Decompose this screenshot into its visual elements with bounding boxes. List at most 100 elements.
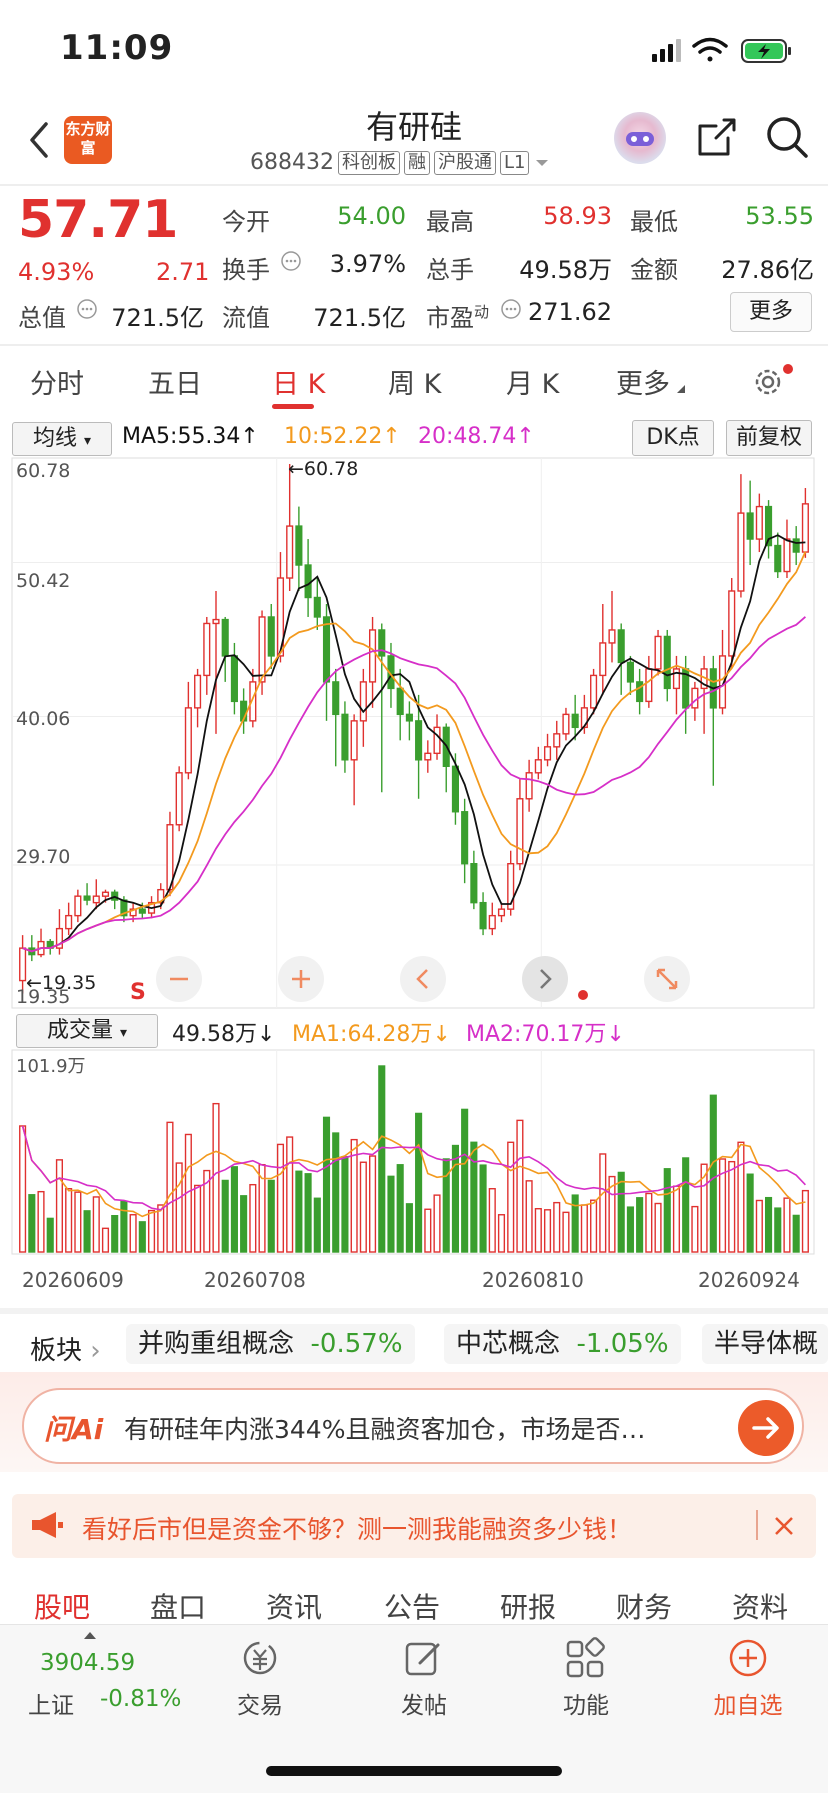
tab-weekly-k[interactable]: 周 K — [388, 369, 442, 400]
tab-guba[interactable]: 股吧 — [34, 1591, 91, 1624]
tab-research[interactable]: 研报 — [500, 1591, 557, 1624]
tab-news[interactable]: 资讯 — [266, 1591, 323, 1624]
indicator-select[interactable]: 均线 ▾ — [12, 422, 112, 456]
ai-question-box[interactable] — [22, 1388, 804, 1464]
tab-finance[interactable]: 财务 — [616, 1591, 673, 1624]
ma20-line — [22, 616, 806, 953]
info-icon[interactable] — [76, 298, 98, 320]
adjust-button[interactable]: 前复权 — [726, 420, 812, 456]
candle-body — [461, 811, 469, 865]
candle-body — [276, 577, 285, 657]
volume-bar — [516, 1119, 524, 1253]
volume-bar — [636, 1197, 644, 1253]
volume-bar — [617, 1171, 625, 1253]
trade-icon[interactable] — [236, 1636, 284, 1680]
dk-point-button[interactable]: DK点 — [632, 420, 714, 456]
assistant-avatar[interactable] — [614, 112, 666, 164]
board-chip[interactable]: 中芯概念 -1.05% — [444, 1324, 681, 1364]
volume-bar — [332, 1132, 340, 1253]
y-label: 19.35 — [16, 986, 71, 1008]
volume-bar — [396, 1164, 404, 1253]
zoom-out-button[interactable] — [156, 956, 202, 1002]
more-quote-button[interactable]: 更多 — [730, 292, 812, 332]
volume-bar — [313, 1197, 321, 1253]
index-name[interactable]: 上证 — [28, 1693, 74, 1719]
volume-bar — [525, 1180, 533, 1253]
gear-icon[interactable] — [750, 362, 796, 402]
close-icon[interactable] — [770, 1512, 798, 1540]
candle-body — [203, 622, 211, 677]
tab-announcements[interactable]: 公告 — [384, 1591, 441, 1624]
tab-profile[interactable]: 资料 — [732, 1591, 789, 1624]
board-label[interactable]: 板块 › — [30, 1336, 101, 1366]
megaphone-icon — [32, 1512, 63, 1538]
candle-body — [341, 713, 349, 761]
volume-bar — [65, 1188, 73, 1253]
nav-functions[interactable]: 功能 — [563, 1693, 609, 1719]
nav-post[interactable]: 发帖 — [401, 1693, 447, 1719]
volume-bar — [92, 1196, 100, 1253]
dk-point-label: DK点 — [646, 425, 700, 450]
candle-body — [553, 733, 561, 748]
index-pct[interactable]: -0.81% — [100, 1686, 182, 1712]
tab-pankou[interactable]: 盘口 — [150, 1591, 207, 1624]
app-logo: 东方财富 — [64, 116, 112, 164]
low-value: 53.55 — [745, 202, 814, 230]
share-icon[interactable] — [694, 116, 738, 160]
zoom-in-button[interactable] — [278, 956, 324, 1002]
volume-bar — [479, 1164, 487, 1253]
info-icon[interactable] — [500, 298, 522, 320]
indicator-select-label: 均线 — [32, 426, 77, 451]
date-label: 20260924 — [698, 1268, 800, 1292]
nav-add-watchlist[interactable]: 加自选 — [713, 1693, 783, 1719]
volume-bar — [424, 1208, 432, 1253]
tab-five-day[interactable]: 五日 — [148, 369, 202, 400]
candle-body — [608, 629, 616, 644]
volume-bar — [46, 1217, 54, 1253]
volume-bar — [553, 1201, 561, 1253]
kline-chart[interactable] — [0, 418, 828, 1318]
candle-body — [55, 927, 63, 949]
add-watchlist-icon[interactable] — [724, 1636, 772, 1680]
volume-bar — [507, 1141, 515, 1253]
stock-code-row[interactable]: 688432 科创板 融 沪股通 L1 — [250, 150, 551, 175]
info-icon[interactable] — [280, 250, 302, 272]
volume-indicator-select[interactable]: 成交量 ▾ — [16, 1014, 158, 1048]
minus-icon — [170, 977, 188, 981]
nav-trade[interactable]: 交易 — [237, 1693, 283, 1719]
candle-body — [175, 772, 183, 826]
ai-question-text[interactable]: 有研硅年内涨344%且融资客加仓，市场是否… — [124, 1415, 646, 1444]
volume-bar — [249, 1183, 257, 1253]
fullscreen-button[interactable] — [644, 956, 690, 1002]
scroll-right-button[interactable] — [522, 956, 568, 1002]
chevron-left-icon — [416, 969, 428, 989]
sell-marker: S — [130, 980, 146, 1005]
vol-ma1-line — [21, 1125, 806, 1218]
plus-icon — [292, 970, 310, 988]
promo-banner[interactable] — [12, 1494, 816, 1558]
tab-more-periods[interactable]: 更多 — [616, 369, 670, 400]
post-icon[interactable] — [400, 1636, 448, 1680]
search-icon[interactable] — [764, 114, 810, 160]
tab-monthly-k[interactable]: 月 K — [506, 369, 560, 400]
tab-daily-k[interactable]: 日 K — [272, 369, 326, 400]
index-value[interactable]: 3904.59 — [40, 1650, 136, 1676]
back-icon[interactable] — [24, 118, 54, 162]
amount-value: 27.86亿 — [721, 256, 814, 284]
candle-body — [636, 681, 644, 703]
scroll-left-button[interactable] — [400, 956, 446, 1002]
candle-body — [138, 908, 146, 914]
candle-body — [543, 746, 552, 761]
volume-bar — [654, 1202, 662, 1253]
board-chip[interactable]: 半导体概 — [702, 1324, 828, 1364]
promo-text[interactable]: 看好后市但是资金不够？测一测我能融资多少钱！ — [82, 1515, 633, 1544]
tab-intraday[interactable]: 分时 — [30, 369, 84, 400]
board-chip[interactable]: 并购重组概念 -0.57% — [126, 1324, 415, 1364]
volume-bar — [341, 1156, 349, 1253]
volume-label: 总手 — [426, 256, 474, 284]
market-cap-value: 721.5亿 — [111, 304, 204, 332]
volume-bar — [682, 1157, 690, 1253]
candle-body — [184, 707, 192, 774]
ai-go-button[interactable] — [738, 1400, 794, 1456]
functions-icon[interactable] — [562, 1636, 610, 1680]
